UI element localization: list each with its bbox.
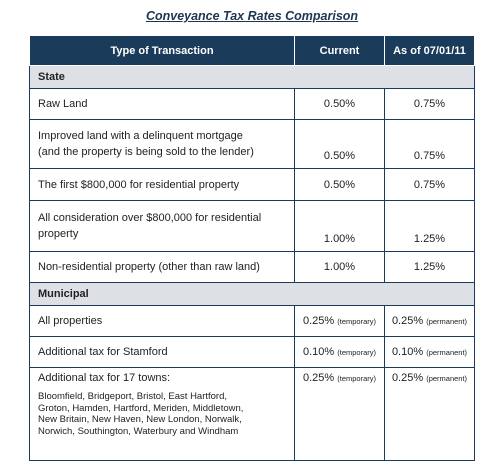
table-row: Raw Land 0.50% 0.75%	[29, 88, 475, 120]
table-row: Non-residential property (other than raw…	[29, 251, 475, 283]
row-label: Additional tax for Stamford	[29, 336, 295, 368]
rate-note: (permanent)	[426, 348, 468, 357]
table-row: Improved land with a delinquent mortgage…	[29, 119, 475, 169]
rate-note: (temporary)	[337, 374, 377, 383]
rate-value: 0.10%	[302, 346, 335, 358]
row-label-heading: Additional tax for 17 towns:	[38, 372, 171, 384]
header-current: Current	[294, 35, 385, 66]
row-label: All properties	[29, 305, 295, 337]
current-rate: 1.00%	[294, 200, 385, 252]
current-rate: 0.50%	[294, 88, 385, 120]
table-row: All properties 0.25% (temporary) 0.25% (…	[29, 305, 475, 337]
current-rate: 0.25% (temporary)	[294, 367, 385, 461]
row-label: Non-residential property (other than raw…	[29, 251, 295, 283]
towns-list: Bloomfield, Bridgeport, Bristol, East Ha…	[38, 391, 286, 437]
current-rate: 1.00%	[294, 251, 385, 283]
header-future: As of 07/01/11	[384, 35, 475, 66]
rate-note: (temporary)	[337, 348, 377, 357]
header-type: Type of Transaction	[29, 35, 295, 66]
future-rate: 0.75%	[384, 119, 475, 169]
rate-value: 0.25%	[391, 315, 424, 327]
future-rate: 1.25%	[384, 200, 475, 252]
section-label-municipal: Municipal	[29, 282, 475, 306]
section-label-state: State	[29, 65, 475, 89]
current-rate: 0.50%	[294, 119, 385, 169]
table-row: Additional tax for Stamford 0.10% (tempo…	[29, 336, 475, 368]
rate-value: 0.25%	[391, 372, 424, 384]
row-label: Additional tax for 17 towns: Bloomfield,…	[29, 367, 295, 461]
rate-value: 0.25%	[302, 372, 335, 384]
row-label-line: Improved land with a delinquent mortgage	[38, 130, 243, 142]
section-row-state: State	[29, 65, 475, 89]
row-label-line: All consideration over $800,000 for resi…	[38, 212, 262, 224]
tax-rates-table: Type of Transaction Current As of 07/01/…	[29, 35, 475, 461]
row-label: Raw Land	[29, 88, 295, 120]
future-rate: 0.10% (permanent)	[384, 336, 475, 368]
row-label: The first $800,000 for residential prope…	[29, 168, 295, 201]
table-row: The first $800,000 for residential prope…	[29, 168, 475, 201]
table-row: Additional tax for 17 towns: Bloomfield,…	[29, 367, 475, 461]
table-row: All consideration over $800,000 for resi…	[29, 200, 475, 252]
towns-line: Groton, Hamden, Hartford, Meriden, Middl…	[38, 402, 244, 414]
table-header-row: Type of Transaction Current As of 07/01/…	[29, 35, 475, 66]
rate-note: (permanent)	[426, 374, 468, 383]
row-label-line: property	[38, 228, 79, 240]
rate-value: 0.25%	[302, 315, 335, 327]
future-rate: 0.25% (permanent)	[384, 305, 475, 337]
current-rate: 0.10% (temporary)	[294, 336, 385, 368]
towns-line: New Britain, New Haven, New London, Norw…	[38, 414, 242, 425]
towns-line: Norwich, Southington, Waterbury and Wind…	[38, 425, 239, 437]
rate-value: 0.10%	[391, 346, 424, 358]
towns-line: Bloomfield, Bridgeport, Bristol, East Ha…	[38, 391, 228, 402]
row-label-line: (and the property is being sold to the l…	[38, 146, 254, 158]
page-title: Conveyance Tax Rates Comparison	[145, 9, 359, 23]
future-rate: 0.75%	[384, 168, 475, 201]
rate-note: (permanent)	[426, 317, 468, 326]
rate-note: (temporary)	[337, 317, 377, 326]
section-row-municipal: Municipal	[29, 282, 475, 306]
row-label: Improved land with a delinquent mortgage…	[29, 119, 295, 169]
current-rate: 0.25% (temporary)	[294, 305, 385, 337]
future-rate: 1.25%	[384, 251, 475, 283]
current-rate: 0.50%	[294, 168, 385, 201]
future-rate: 0.75%	[384, 88, 475, 120]
future-rate: 0.25% (permanent)	[384, 367, 475, 461]
row-label: All consideration over $800,000 for resi…	[29, 200, 295, 252]
